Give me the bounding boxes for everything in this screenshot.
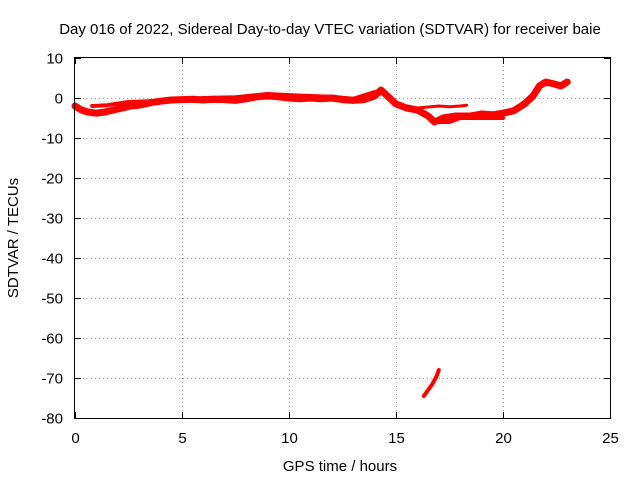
y-tick-label: -30: [41, 211, 63, 228]
series-outlier-arc: [421, 368, 441, 398]
grid-lines: [75, 58, 610, 418]
y-tick-label: -20: [41, 171, 63, 188]
data-series: [71, 78, 571, 398]
series-side-branch: [415, 103, 469, 110]
y-tick-label: 10: [46, 51, 63, 68]
x-tick-label: 10: [281, 430, 298, 447]
y-tick-label: -70: [41, 371, 63, 388]
y-tick-label: -80: [41, 411, 63, 428]
series-upper-strand: [90, 90, 377, 108]
y-tick-label: -60: [41, 331, 63, 348]
x-tick-label: 15: [388, 430, 405, 447]
y-tick-label: -10: [41, 131, 63, 148]
x-tick-label: 25: [602, 430, 619, 447]
y-tick-labels: 10 0 -10 -20 -30 -40 -50 -60 -70 -80: [41, 51, 63, 428]
plot-frame: [74, 57, 611, 419]
x-tick-label: 0: [71, 430, 79, 447]
x-tick-label: 5: [178, 430, 186, 447]
x-axis-label: GPS time / hours: [283, 458, 397, 475]
y-axis-label: SDTVAR / TECUs: [5, 178, 22, 298]
y-tick-label: -40: [41, 251, 63, 268]
x-tick-label: 20: [495, 430, 512, 447]
x-tick-labels: 0 5 10 15 20 25: [71, 430, 619, 447]
chart-title: Day 016 of 2022, Sidereal Day-to-day VTE…: [59, 21, 601, 38]
series-lower-strand: [411, 108, 505, 124]
y-tick-label: -50: [41, 291, 63, 308]
y-tick-label: 0: [55, 91, 63, 108]
axis-ticks: [75, 58, 611, 419]
